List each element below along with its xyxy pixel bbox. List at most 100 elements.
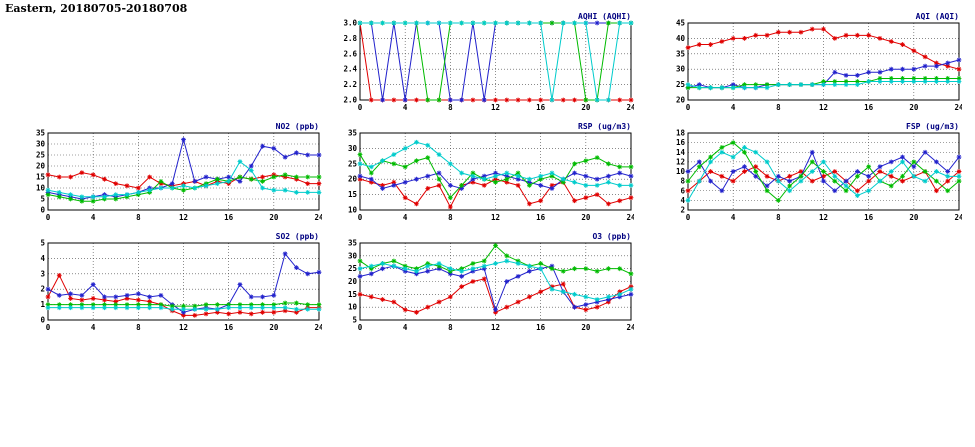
- svg-text:16: 16: [676, 138, 686, 147]
- svg-text:0: 0: [46, 323, 51, 332]
- svg-text:2: 2: [40, 285, 45, 294]
- svg-text:35: 35: [36, 129, 45, 138]
- svg-text:25: 25: [676, 80, 685, 89]
- svg-text:4: 4: [403, 323, 408, 332]
- svg-text:8: 8: [136, 213, 141, 222]
- svg-text:12: 12: [819, 103, 828, 112]
- aqhi-chart: 2.0 2.2 2.4 2.6 2.8 3.0 0 4 8 12 16 20 24 AQHI (AQHI): [343, 12, 636, 112]
- chart-panel-rsp: 10 15 20 25 30 35 0 4 8 12 16 20 24 RSP (ug/m3): [334, 120, 636, 226]
- svg-text:4: 4: [680, 196, 685, 205]
- svg-text:4: 4: [731, 103, 736, 112]
- o3-chart: 5 10 15 20 25 30 35 0 4 8 12 16 20 24 O3 (ppb): [348, 232, 636, 332]
- svg-text:24: 24: [314, 323, 322, 332]
- svg-text:4: 4: [40, 254, 45, 263]
- svg-text:12: 12: [179, 213, 188, 222]
- svg-text:0: 0: [358, 213, 363, 222]
- svg-text:10: 10: [36, 184, 46, 193]
- svg-text:40: 40: [676, 34, 686, 43]
- svg-text:12: 12: [491, 103, 500, 112]
- svg-text:2.6: 2.6: [343, 49, 357, 58]
- svg-text:3: 3: [40, 269, 45, 278]
- svg-text:0: 0: [686, 213, 691, 222]
- svg-text:AQHI (AQHI): AQHI (AQHI): [578, 12, 631, 21]
- svg-text:0: 0: [40, 316, 45, 325]
- svg-text:0: 0: [358, 103, 363, 112]
- svg-text:8: 8: [448, 103, 453, 112]
- svg-text:4: 4: [91, 323, 96, 332]
- svg-text:16: 16: [536, 103, 546, 112]
- aqi-chart: 20 25 30 35 40 45 0 4 8 12 16 20 24 AQI (AQI): [676, 12, 964, 112]
- svg-text:20: 20: [348, 175, 358, 184]
- svg-text:8: 8: [680, 177, 685, 186]
- svg-text:20: 20: [581, 213, 591, 222]
- svg-text:20: 20: [909, 103, 919, 112]
- svg-text:30: 30: [36, 140, 46, 149]
- svg-text:0: 0: [46, 213, 51, 222]
- svg-text:35: 35: [348, 239, 357, 248]
- svg-text:12: 12: [676, 157, 685, 166]
- svg-text:15: 15: [348, 290, 357, 299]
- svg-text:12: 12: [179, 323, 188, 332]
- svg-text:30: 30: [348, 251, 358, 260]
- svg-text:20: 20: [36, 162, 46, 171]
- rsp-chart: 10 15 20 25 30 35 0 4 8 12 16 20 24 RSP (ug/m3): [348, 122, 636, 222]
- svg-text:20: 20: [581, 323, 591, 332]
- svg-text:4: 4: [403, 103, 408, 112]
- svg-text:24: 24: [314, 213, 322, 222]
- svg-text:0: 0: [686, 103, 691, 112]
- svg-text:4: 4: [731, 213, 736, 222]
- svg-text:24: 24: [626, 103, 634, 112]
- chart-panel-so2: 0 1 2 3 4 5 0 4 8 12 16 20 24 SO2 (ppb): [22, 230, 324, 336]
- svg-text:2.2: 2.2: [343, 80, 357, 89]
- svg-text:AQI (AQI): AQI (AQI): [916, 12, 959, 21]
- svg-text:20: 20: [909, 213, 919, 222]
- svg-text:15: 15: [36, 173, 45, 182]
- svg-text:16: 16: [864, 213, 874, 222]
- svg-text:20: 20: [676, 96, 686, 105]
- svg-text:16: 16: [536, 213, 546, 222]
- svg-text:35: 35: [676, 49, 685, 58]
- chart-panel-o3: 5 10 15 20 25 30 35 0 4 8 12 16 20 24 O3 (ppb): [334, 230, 636, 336]
- svg-text:24: 24: [626, 323, 634, 332]
- svg-text:FSP (ug/m3): FSP (ug/m3): [906, 122, 959, 131]
- svg-text:8: 8: [776, 213, 781, 222]
- svg-text:6: 6: [680, 186, 685, 195]
- svg-text:16: 16: [224, 213, 234, 222]
- svg-text:0: 0: [40, 206, 45, 215]
- svg-text:12: 12: [491, 213, 500, 222]
- svg-text:10: 10: [348, 303, 358, 312]
- svg-text:15: 15: [348, 190, 357, 199]
- svg-text:16: 16: [864, 103, 874, 112]
- svg-text:25: 25: [36, 151, 45, 160]
- chart-panel-no2: 0 5 10 15 20 25 30 35 0 4 8 12 16 20 24 NO2 (ppb): [22, 120, 324, 226]
- svg-text:30: 30: [676, 65, 686, 74]
- svg-text:25: 25: [348, 264, 357, 273]
- page-title: Eastern, 20180705-20180708: [5, 2, 188, 15]
- svg-text:4: 4: [91, 213, 96, 222]
- svg-text:5: 5: [352, 316, 357, 325]
- svg-text:12: 12: [819, 213, 828, 222]
- svg-text:10: 10: [676, 167, 686, 176]
- svg-text:2.0: 2.0: [343, 96, 357, 105]
- svg-text:24: 24: [626, 213, 634, 222]
- svg-text:2.8: 2.8: [343, 34, 357, 43]
- svg-text:24: 24: [954, 103, 962, 112]
- svg-text:4: 4: [403, 213, 408, 222]
- svg-text:8: 8: [136, 323, 141, 332]
- svg-text:3.0: 3.0: [343, 19, 357, 28]
- svg-text:20: 20: [269, 323, 279, 332]
- svg-text:30: 30: [348, 144, 358, 153]
- svg-text:5: 5: [40, 239, 45, 248]
- svg-text:14: 14: [676, 148, 686, 157]
- svg-text:35: 35: [348, 129, 357, 138]
- svg-text:20: 20: [581, 103, 591, 112]
- svg-text:25: 25: [348, 159, 357, 168]
- svg-text:20: 20: [269, 213, 279, 222]
- svg-text:SO2 (ppb): SO2 (ppb): [276, 232, 319, 241]
- svg-text:RSP (ug/m3): RSP (ug/m3): [578, 122, 631, 131]
- svg-text:NO2 (ppb): NO2 (ppb): [276, 122, 319, 131]
